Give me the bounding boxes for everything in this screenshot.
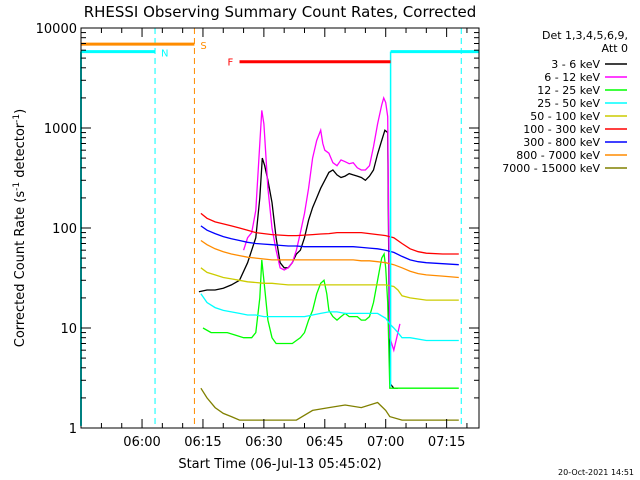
y-tick-label: 10 [60,322,77,337]
series-line-1 [198,129,398,389]
y-tick-label: 10000 [36,22,77,37]
y-tick-label: 1000 [44,122,77,137]
x-tick-label: 07:15 [428,435,465,450]
series-line-6 [200,212,459,255]
chart-title: RHESSI Observing Summary Count Rates, Co… [84,3,477,21]
series-layer [198,95,459,421]
series-line-5 [200,267,459,301]
x-tick-label: 07:00 [367,435,404,450]
y-axis-label: Corrected Count Rate (s-1 detector-1) [12,109,28,347]
legend-label: 100 - 300 keV [523,123,600,136]
legend-header-line1: Det 1,3,4,5,6,9, [542,29,628,42]
series-line-4 [200,293,459,342]
generation-timestamp: 20-Oct-2021 14:51 [558,468,634,477]
y-tick-label: 1 [69,422,77,437]
legend-label: 12 - 25 keV [537,84,600,97]
x-axis-label: Start Time (06-Jul-13 05:45:02) [178,457,381,472]
attenuator-label: S [200,41,206,52]
x-tick-layer: 06:00 06:15 06:30 06:45 07:00 07:15 [100,28,468,450]
y-tick-layer: 1 10 100 1000 10000 [36,22,479,437]
legend-label: 6 - 12 keV [544,71,600,84]
x-tick-label: 06:30 [245,435,282,450]
y-tick-label: 100 [52,222,77,237]
flare-label: F [228,58,234,69]
series-line-2 [242,95,401,353]
x-tick-label: 06:45 [306,435,343,450]
x-tick-label: 06:00 [123,435,160,450]
x-tick-label: 06:15 [184,435,221,450]
legend-label: 7000 - 15000 keV [502,162,600,175]
series-line-8 [200,239,459,279]
legend-header-line2: Att 0 [602,42,628,55]
legend-label: 3 - 6 keV [551,58,600,71]
night-label: N [161,49,168,60]
series-line-9 [200,387,459,421]
series-line-7 [200,225,459,266]
legend-label: 300 - 800 keV [523,136,600,149]
series-line-3 [202,251,459,389]
legend-label: 800 - 7000 keV [516,149,600,162]
legend-label: 50 - 100 keV [530,110,600,123]
legend-label: 25 - 50 keV [537,97,600,110]
